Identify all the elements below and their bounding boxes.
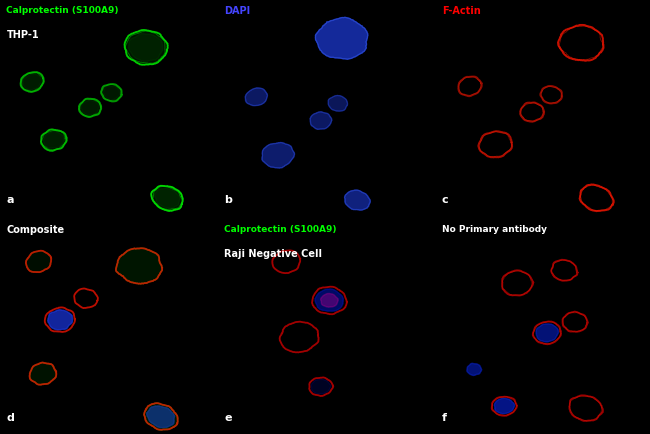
Polygon shape [103, 86, 120, 100]
Text: a: a [6, 194, 14, 204]
Polygon shape [328, 95, 348, 111]
Polygon shape [315, 17, 368, 59]
Polygon shape [47, 310, 73, 330]
Polygon shape [125, 30, 168, 65]
Text: e: e [224, 413, 231, 423]
Polygon shape [315, 289, 343, 311]
Polygon shape [344, 190, 370, 210]
Polygon shape [320, 293, 338, 307]
Polygon shape [467, 363, 482, 375]
Polygon shape [494, 398, 515, 414]
Polygon shape [128, 33, 163, 62]
Text: c: c [442, 194, 448, 204]
Text: Calprotectin (S100A9): Calprotectin (S100A9) [6, 7, 119, 16]
Polygon shape [26, 251, 51, 272]
Polygon shape [494, 398, 515, 414]
Text: d: d [6, 413, 14, 423]
Polygon shape [245, 88, 267, 105]
Polygon shape [311, 379, 331, 394]
Text: b: b [224, 194, 232, 204]
Polygon shape [310, 112, 332, 129]
Polygon shape [21, 72, 44, 92]
Polygon shape [116, 248, 162, 284]
Text: No Primary antibody: No Primary antibody [442, 225, 547, 234]
Polygon shape [262, 142, 294, 168]
Polygon shape [155, 188, 180, 208]
Polygon shape [41, 129, 67, 151]
Polygon shape [344, 190, 370, 210]
Polygon shape [467, 363, 482, 375]
Polygon shape [315, 17, 368, 59]
Polygon shape [536, 324, 558, 342]
Text: Raji Negative Cell: Raji Negative Cell [224, 249, 322, 259]
Polygon shape [79, 99, 101, 117]
Text: Composite: Composite [6, 225, 64, 235]
Polygon shape [536, 324, 558, 342]
Polygon shape [245, 88, 267, 105]
Text: f: f [442, 413, 447, 423]
Polygon shape [151, 186, 183, 211]
Text: Calprotectin (S100A9): Calprotectin (S100A9) [224, 225, 337, 234]
Polygon shape [262, 142, 294, 168]
Text: THP-1: THP-1 [6, 30, 39, 40]
Polygon shape [147, 406, 175, 427]
Polygon shape [23, 74, 42, 90]
Polygon shape [30, 362, 57, 385]
Polygon shape [147, 406, 175, 427]
Polygon shape [101, 84, 122, 102]
Polygon shape [43, 131, 64, 148]
Polygon shape [144, 403, 177, 430]
Text: DAPI: DAPI [224, 7, 250, 16]
Polygon shape [47, 310, 73, 330]
Text: F-Actin: F-Actin [442, 7, 480, 16]
Polygon shape [328, 95, 348, 111]
Polygon shape [81, 100, 99, 115]
Polygon shape [310, 112, 332, 129]
